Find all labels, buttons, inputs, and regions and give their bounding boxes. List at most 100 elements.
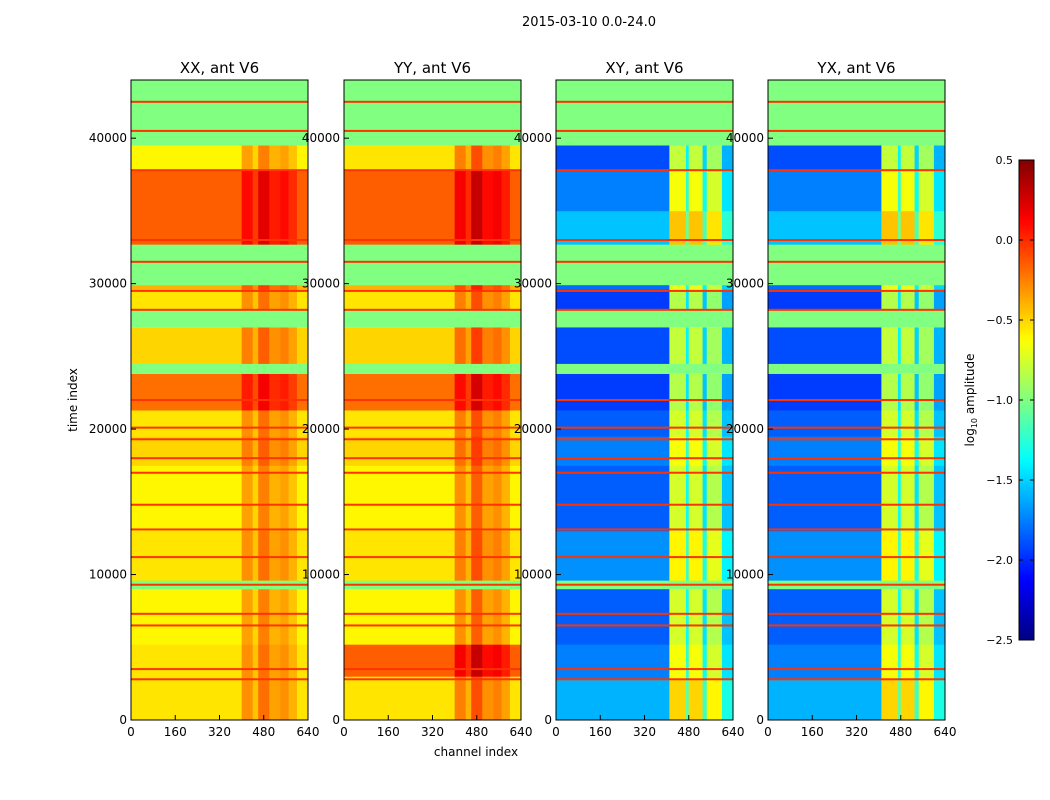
heatmap-cell [471, 170, 483, 245]
heatmap-cell [344, 327, 455, 364]
heatmap-cell [669, 373, 687, 411]
heatmap-cell [768, 644, 882, 680]
heatmap-cell [454, 373, 466, 411]
heatmap-cell [269, 465, 281, 532]
x-axis-label: channel index [434, 745, 518, 759]
heatmap-cell [900, 530, 915, 581]
heatmap-cell [933, 170, 946, 212]
heatmap-cell [509, 373, 522, 411]
heatmap-cell [252, 289, 259, 311]
heatmap-cell [721, 145, 734, 171]
heatmap-cell [897, 373, 902, 411]
heatmap-cell [768, 410, 882, 437]
heatmap-cell [131, 465, 242, 532]
heatmap-cell [280, 170, 289, 245]
heatmap-cell [721, 436, 734, 466]
heatmap-line [344, 308, 521, 311]
heatmap-cell [900, 465, 915, 532]
heatmap-cell [501, 436, 511, 466]
heatmap-flagged-band [131, 363, 308, 374]
heatmap-cell [269, 327, 281, 364]
heatmap-line [556, 169, 733, 172]
heatmap-cell [900, 589, 915, 645]
heatmap-cell [296, 285, 309, 290]
heatmap-cell [556, 285, 670, 290]
heatmap-cell [296, 289, 309, 311]
heatmap-cell [241, 589, 253, 645]
heatmap-cell [280, 289, 289, 311]
heatmap-cell [556, 679, 670, 721]
heatmap-cell [280, 327, 289, 364]
heatmap-cell [465, 589, 472, 645]
heatmap-cell [918, 530, 935, 581]
heatmap-cell [280, 373, 289, 411]
heatmap-cell [252, 410, 259, 437]
heatmap-line [131, 399, 308, 401]
heatmap-cell [706, 410, 723, 437]
heatmap-line [556, 556, 733, 559]
heatmap-line [768, 100, 945, 103]
heatmap-cell [669, 530, 687, 581]
heatmap-line [768, 399, 945, 401]
heatmap-cell [933, 373, 946, 411]
heatmap-cell [269, 436, 281, 466]
x-tick-label: 640 [297, 725, 320, 739]
heatmap-line [768, 624, 945, 627]
y-tick-label: 10000 [726, 568, 764, 582]
colorbar-tick-label: −2.5 [986, 634, 1013, 647]
heatmap-cell [296, 327, 309, 364]
heatmap-cell [482, 289, 494, 311]
heatmap-cell [900, 210, 915, 245]
heatmap-cell [471, 145, 483, 171]
heatmap-line [344, 426, 521, 429]
heatmap-panel: YY, ant V6 0 160 320 480 640 0 10000 20000 30000 4… [302, 59, 533, 739]
heatmap-cell [669, 327, 687, 364]
heatmap-cell [881, 530, 899, 581]
y-tick-label: 0 [544, 713, 552, 727]
heatmap-cell [269, 410, 281, 437]
heatmap-cell [918, 644, 935, 680]
heatmap-line [131, 528, 308, 531]
heatmap-cell [241, 436, 253, 466]
heatmap-line [768, 528, 945, 531]
heatmap-cell [454, 589, 466, 645]
heatmap-line [768, 438, 945, 441]
heatmap-cell [280, 285, 289, 290]
heatmap-cell [918, 465, 935, 532]
heatmap-cell [688, 327, 703, 364]
heatmap-cell [501, 589, 511, 645]
heatmap-line [344, 100, 521, 103]
heatmap-cell [556, 289, 670, 311]
heatmap-cell [454, 145, 466, 171]
colorbar-tick-label: 0.5 [996, 154, 1014, 167]
heatmap-cell [881, 679, 899, 721]
heatmap-cell [454, 644, 466, 677]
heatmap-cell [465, 436, 472, 466]
y-tick-label: 20000 [726, 422, 764, 436]
colorbar-tick-label: −1.0 [986, 394, 1013, 407]
heatmap-cell [914, 410, 920, 437]
heatmap-cell [296, 145, 309, 171]
colorbar: 0.5 0.0 −0.5 −1.0 −1.5 −2.0 −2.5 [986, 154, 1035, 647]
heatmap-cell [258, 145, 270, 171]
heatmap-cell [454, 285, 466, 290]
heatmap-cell [258, 170, 270, 245]
heatmap-cell [493, 170, 502, 245]
heatmap-cell [493, 465, 502, 532]
heatmap-cell [454, 170, 466, 245]
heatmap-line [344, 668, 521, 671]
heatmap-cell [471, 589, 483, 645]
x-tick-label: 0 [340, 725, 348, 739]
heatmap-cell [702, 289, 708, 311]
heatmap-cell [721, 410, 734, 437]
heatmap-line [131, 129, 308, 132]
heatmap-cell [252, 145, 259, 171]
heatmap-cell [131, 145, 242, 171]
heatmap-flagged-band [768, 80, 945, 146]
heatmap-cell [669, 589, 687, 645]
heatmap-cell [269, 530, 281, 581]
heatmap-cell [482, 410, 494, 437]
heatmap-line [131, 583, 308, 586]
heatmap-cell [280, 644, 289, 721]
heatmap-cell [471, 676, 483, 721]
